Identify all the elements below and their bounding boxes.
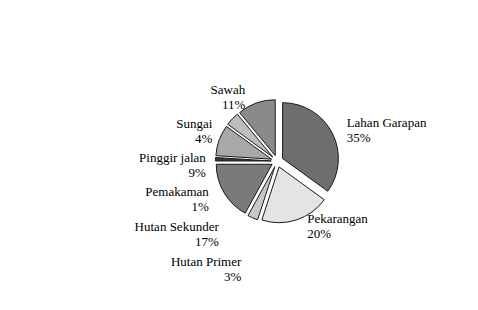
svg-text:9%: 9% <box>189 165 207 180</box>
svg-text:11%: 11% <box>222 97 246 112</box>
svg-text:Pekarangan: Pekarangan <box>307 211 368 226</box>
svg-text:Pemakaman: Pemakaman <box>145 184 209 199</box>
svg-text:Hutan Primer: Hutan Primer <box>171 254 242 269</box>
svg-text:20%: 20% <box>307 226 331 241</box>
svg-text:Sawah: Sawah <box>211 82 246 97</box>
svg-text:17%: 17% <box>195 234 219 249</box>
svg-text:Lahan Garapan: Lahan Garapan <box>347 115 427 130</box>
svg-text:Sungai: Sungai <box>176 116 213 131</box>
svg-text:35%: 35% <box>347 130 371 145</box>
svg-text:Pinggir jalan: Pinggir jalan <box>139 150 206 165</box>
svg-text:4%: 4% <box>195 131 213 146</box>
svg-text:Hutan Sekunder: Hutan Sekunder <box>135 219 220 234</box>
svg-text:3%: 3% <box>224 269 242 284</box>
svg-text:1%: 1% <box>191 199 209 214</box>
